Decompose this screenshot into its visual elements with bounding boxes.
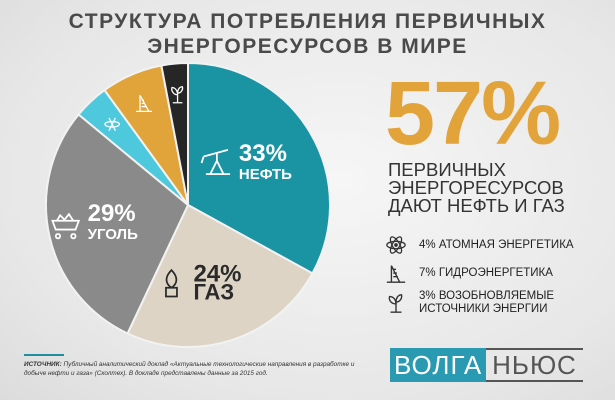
source-note: ИСТОЧНИК: Публичный аналитический доклад… <box>24 354 364 378</box>
pie-slice-6 <box>160 61 189 206</box>
coal-cart-icon <box>51 212 81 240</box>
volga-news-logo: ВОЛГА НЬЮС <box>390 348 583 382</box>
atom-icon-shape <box>104 117 121 131</box>
legend-text-renewable-line2: ИСТОЧНИКИ ЭНЕРГИИ <box>419 303 548 315</box>
slice-name-1: НЕФТЬ <box>239 166 292 183</box>
hydro-dam-icon-shape <box>136 95 153 112</box>
slice-name-3: УГОЛЬ <box>88 226 138 243</box>
legend-text-renewable: 3% ВОЗОБНОВЛЯЕМЫЕ ИСТОЧНИКИ ЭНЕРГИИ <box>419 290 554 316</box>
atom-icon <box>386 236 406 254</box>
headline-text-line2: ЭНЕРГОРЕСУРСОВ <box>388 177 564 198</box>
oil-pump-icon <box>200 149 231 175</box>
renewable-plant-icon <box>171 86 184 104</box>
legend-item-nuclear: 4% АТОМНАЯ ЭНЕРГЕТИКА <box>385 234 574 256</box>
logo-part2: НЬЮС <box>486 348 583 382</box>
coal-cart-icon-shape <box>51 212 81 240</box>
legend-item-hydro: 7% ГИДРОЭНЕРГЕТИКА <box>385 262 553 284</box>
gas-flame-icon-shape <box>165 268 178 298</box>
slice-percent-3: 29% <box>88 200 136 227</box>
legend-text-nuclear: 4% АТОМНАЯ ЭНЕРГЕТИКА <box>419 238 574 251</box>
legend-text-hydro: 7% ГИДРОЭНЕРГЕТИКА <box>419 266 553 279</box>
headline-text-line1: ПЕРВИЧНЫХ <box>388 159 507 180</box>
slice-name-2: ГАЗ <box>193 279 234 304</box>
pie-slice-3 <box>45 113 190 335</box>
headline-text-line3: ДАЮТ НЕФТЬ И ГАЗ <box>388 195 565 216</box>
gas-flame-icon <box>165 268 178 298</box>
hydro-dam-icon <box>136 95 153 112</box>
source-divider <box>24 354 64 356</box>
legend-item-renewable: 3% ВОЗОБНОВЛЯЕМЫЕ ИСТОЧНИКИ ЭНЕРГИИ <box>385 290 554 316</box>
slice-percent-2: 24% <box>193 260 241 287</box>
slice-percent-1: 33% <box>239 140 287 167</box>
hydro-dam-icon <box>386 265 406 283</box>
oil-pump-icon-shape <box>200 149 231 175</box>
headline-percent: 57% <box>385 64 561 164</box>
renewable-plant-icon-shape <box>171 86 184 104</box>
atom-icon <box>104 117 121 131</box>
logo-part1: ВОЛГА <box>390 348 487 382</box>
legend-text-renewable-line1: 3% ВОЗОБНОВЛЯЕМЫЕ <box>419 290 555 302</box>
chart-title-line1: СТРУКТУРА ПОТРЕБЛЕНИЯ ПЕРВИЧНЫХ <box>68 10 547 33</box>
source-text: Публичный аналитический доклад «Актуальн… <box>24 361 355 377</box>
renewable-plant-icon <box>388 294 403 313</box>
pie-slice-2 <box>126 203 314 348</box>
source-label: ИСТОЧНИК: <box>24 361 62 368</box>
pie-slice-1 <box>187 61 331 275</box>
chart-title-line2: ЭНЕРГОРЕСУРСОВ В МИРЕ <box>147 35 468 58</box>
